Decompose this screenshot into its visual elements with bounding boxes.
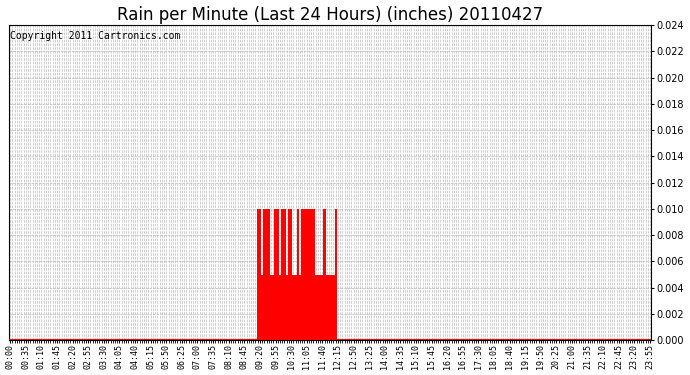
Bar xyxy=(328,274,330,340)
Bar xyxy=(299,274,301,340)
Bar xyxy=(330,274,333,340)
Bar xyxy=(290,209,293,340)
Bar xyxy=(319,274,322,340)
Bar xyxy=(277,209,279,340)
Bar xyxy=(295,274,297,340)
Bar xyxy=(326,274,328,340)
Bar xyxy=(268,209,270,340)
Bar xyxy=(284,209,286,340)
Bar xyxy=(281,209,284,340)
Bar xyxy=(257,209,259,340)
Bar xyxy=(275,209,277,340)
Bar xyxy=(301,209,304,340)
Bar xyxy=(270,274,272,340)
Bar xyxy=(310,209,313,340)
Bar xyxy=(317,274,319,340)
Text: Copyright 2011 Cartronics.com: Copyright 2011 Cartronics.com xyxy=(10,32,181,41)
Bar xyxy=(315,274,317,340)
Bar xyxy=(272,274,275,340)
Bar xyxy=(335,209,337,340)
Bar xyxy=(306,209,308,340)
Bar xyxy=(313,209,315,340)
Bar xyxy=(297,209,299,340)
Bar xyxy=(259,209,261,340)
Bar xyxy=(293,274,295,340)
Bar xyxy=(286,274,288,340)
Bar xyxy=(264,209,266,340)
Bar xyxy=(304,209,306,340)
Bar xyxy=(333,274,335,340)
Bar xyxy=(322,274,324,340)
Bar xyxy=(324,209,326,340)
Bar xyxy=(279,274,281,340)
Bar xyxy=(261,274,264,340)
Bar xyxy=(288,209,290,340)
Bar xyxy=(308,209,310,340)
Bar xyxy=(266,209,268,340)
Title: Rain per Minute (Last 24 Hours) (inches) 20110427: Rain per Minute (Last 24 Hours) (inches)… xyxy=(117,6,543,24)
